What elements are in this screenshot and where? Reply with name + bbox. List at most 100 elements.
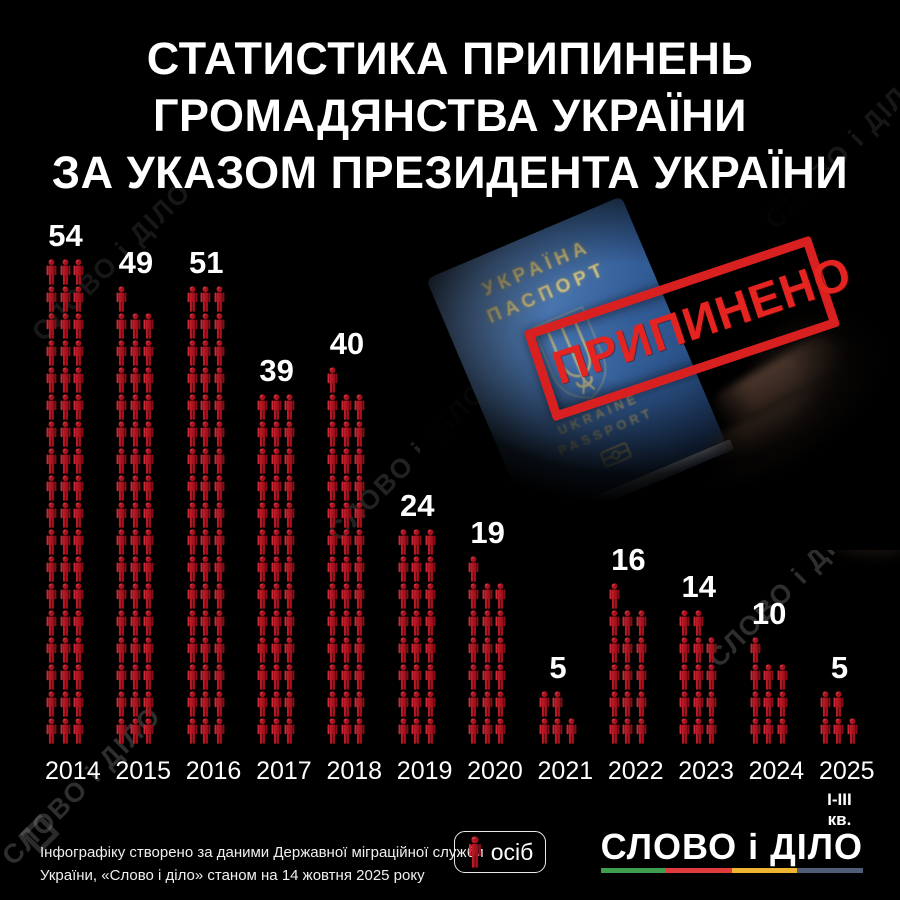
year-column-2015: 49 2015 xyxy=(115,245,171,814)
icon-row xyxy=(186,286,227,312)
person-icon xyxy=(341,718,352,744)
person-icon xyxy=(73,448,84,474)
person-icon xyxy=(187,502,198,528)
person-icon xyxy=(482,637,493,663)
person-icon xyxy=(130,340,141,366)
year-note xyxy=(45,787,86,814)
person-icon xyxy=(271,691,282,717)
person-icon xyxy=(73,340,84,366)
person-icon xyxy=(257,718,268,744)
person-icon xyxy=(187,556,198,582)
icon-stack xyxy=(186,285,227,744)
icon-row xyxy=(45,610,86,636)
person-icon xyxy=(60,367,70,393)
icon-row xyxy=(608,637,649,663)
icon-row xyxy=(186,664,227,690)
person-icon xyxy=(60,286,70,312)
person-icon xyxy=(327,556,338,582)
person-icon xyxy=(354,637,365,663)
person-icon xyxy=(73,718,84,744)
person-icon xyxy=(60,502,70,528)
person-icon xyxy=(327,502,338,528)
icon-row xyxy=(45,286,86,312)
page-title: СТАТИСТИКА ПРИПИНЕНЬ ГРОМАДЯНСТВА УКРАЇН… xyxy=(0,30,900,201)
person-icon xyxy=(73,556,84,582)
icon-row xyxy=(115,340,156,366)
icon-row xyxy=(326,367,367,393)
value-label: 24 xyxy=(400,488,435,523)
person-icon xyxy=(706,637,717,663)
person-icon xyxy=(116,556,127,582)
person-icon xyxy=(130,610,141,636)
person-icon xyxy=(636,610,647,636)
icon-row xyxy=(256,448,297,474)
person-icon xyxy=(130,502,141,528)
person-icon xyxy=(609,610,620,636)
person-icon xyxy=(116,286,127,312)
icon-row xyxy=(256,556,297,582)
person-icon xyxy=(200,556,211,582)
person-icon xyxy=(763,691,774,717)
person-icon xyxy=(116,637,127,663)
icon-row xyxy=(326,448,367,474)
person-icon xyxy=(257,394,268,420)
person-icon xyxy=(495,583,506,609)
person-icon xyxy=(214,448,225,474)
person-icon xyxy=(468,718,479,744)
logo-underline-segment xyxy=(600,868,667,873)
icon-stack xyxy=(819,690,860,744)
icon-row xyxy=(45,259,86,285)
icon-row xyxy=(326,610,367,636)
icon-row xyxy=(115,394,156,420)
year-label: 2023 xyxy=(678,757,734,785)
year-note xyxy=(326,787,367,814)
icon-row xyxy=(608,583,649,609)
person-icon xyxy=(200,610,211,636)
icon-row xyxy=(115,691,156,717)
person-icon xyxy=(750,718,761,744)
person-icon xyxy=(143,637,154,663)
person-icon xyxy=(341,448,352,474)
person-icon xyxy=(693,637,704,663)
person-icon xyxy=(341,421,352,447)
person-icon xyxy=(552,691,563,717)
person-icon xyxy=(46,394,57,420)
icon-row xyxy=(467,691,508,717)
person-icon xyxy=(187,340,198,366)
person-icon xyxy=(750,664,761,690)
person-icon xyxy=(411,718,422,744)
year-note xyxy=(608,787,649,814)
person-icon xyxy=(143,502,154,528)
person-icon xyxy=(143,340,154,366)
year-column-2023: 14 2023 xyxy=(678,569,734,814)
icon-row xyxy=(256,583,297,609)
person-icon xyxy=(341,556,352,582)
person-icon xyxy=(187,286,198,312)
person-icon xyxy=(341,394,352,420)
person-icon xyxy=(60,691,70,717)
person-icon xyxy=(636,691,647,717)
icon-row xyxy=(256,421,297,447)
person-icon xyxy=(609,637,620,663)
title-line-3: ЗА УКАЗОМ ПРЕЗИДЕНТА УКРАЇНИ xyxy=(51,147,849,198)
year-label: 2015 xyxy=(115,757,171,785)
icon-row xyxy=(45,313,86,339)
year-label: 2016 xyxy=(185,757,242,785)
person-icon xyxy=(130,421,141,447)
icon-row xyxy=(256,529,297,555)
person-icon xyxy=(143,610,154,636)
person-icon xyxy=(46,556,57,582)
person-icon xyxy=(187,529,198,555)
person-icon xyxy=(468,637,479,663)
person-icon xyxy=(327,475,338,501)
person-icon xyxy=(200,475,211,501)
year-column-2016: 51 2016 xyxy=(185,245,242,814)
person-icon xyxy=(200,529,211,555)
icon-row xyxy=(186,475,227,501)
person-icon xyxy=(411,610,422,636)
person-icon xyxy=(271,448,282,474)
value-label: 54 xyxy=(48,218,83,253)
icon-row xyxy=(186,367,227,393)
person-icon xyxy=(539,718,549,744)
icon-row xyxy=(326,664,367,690)
